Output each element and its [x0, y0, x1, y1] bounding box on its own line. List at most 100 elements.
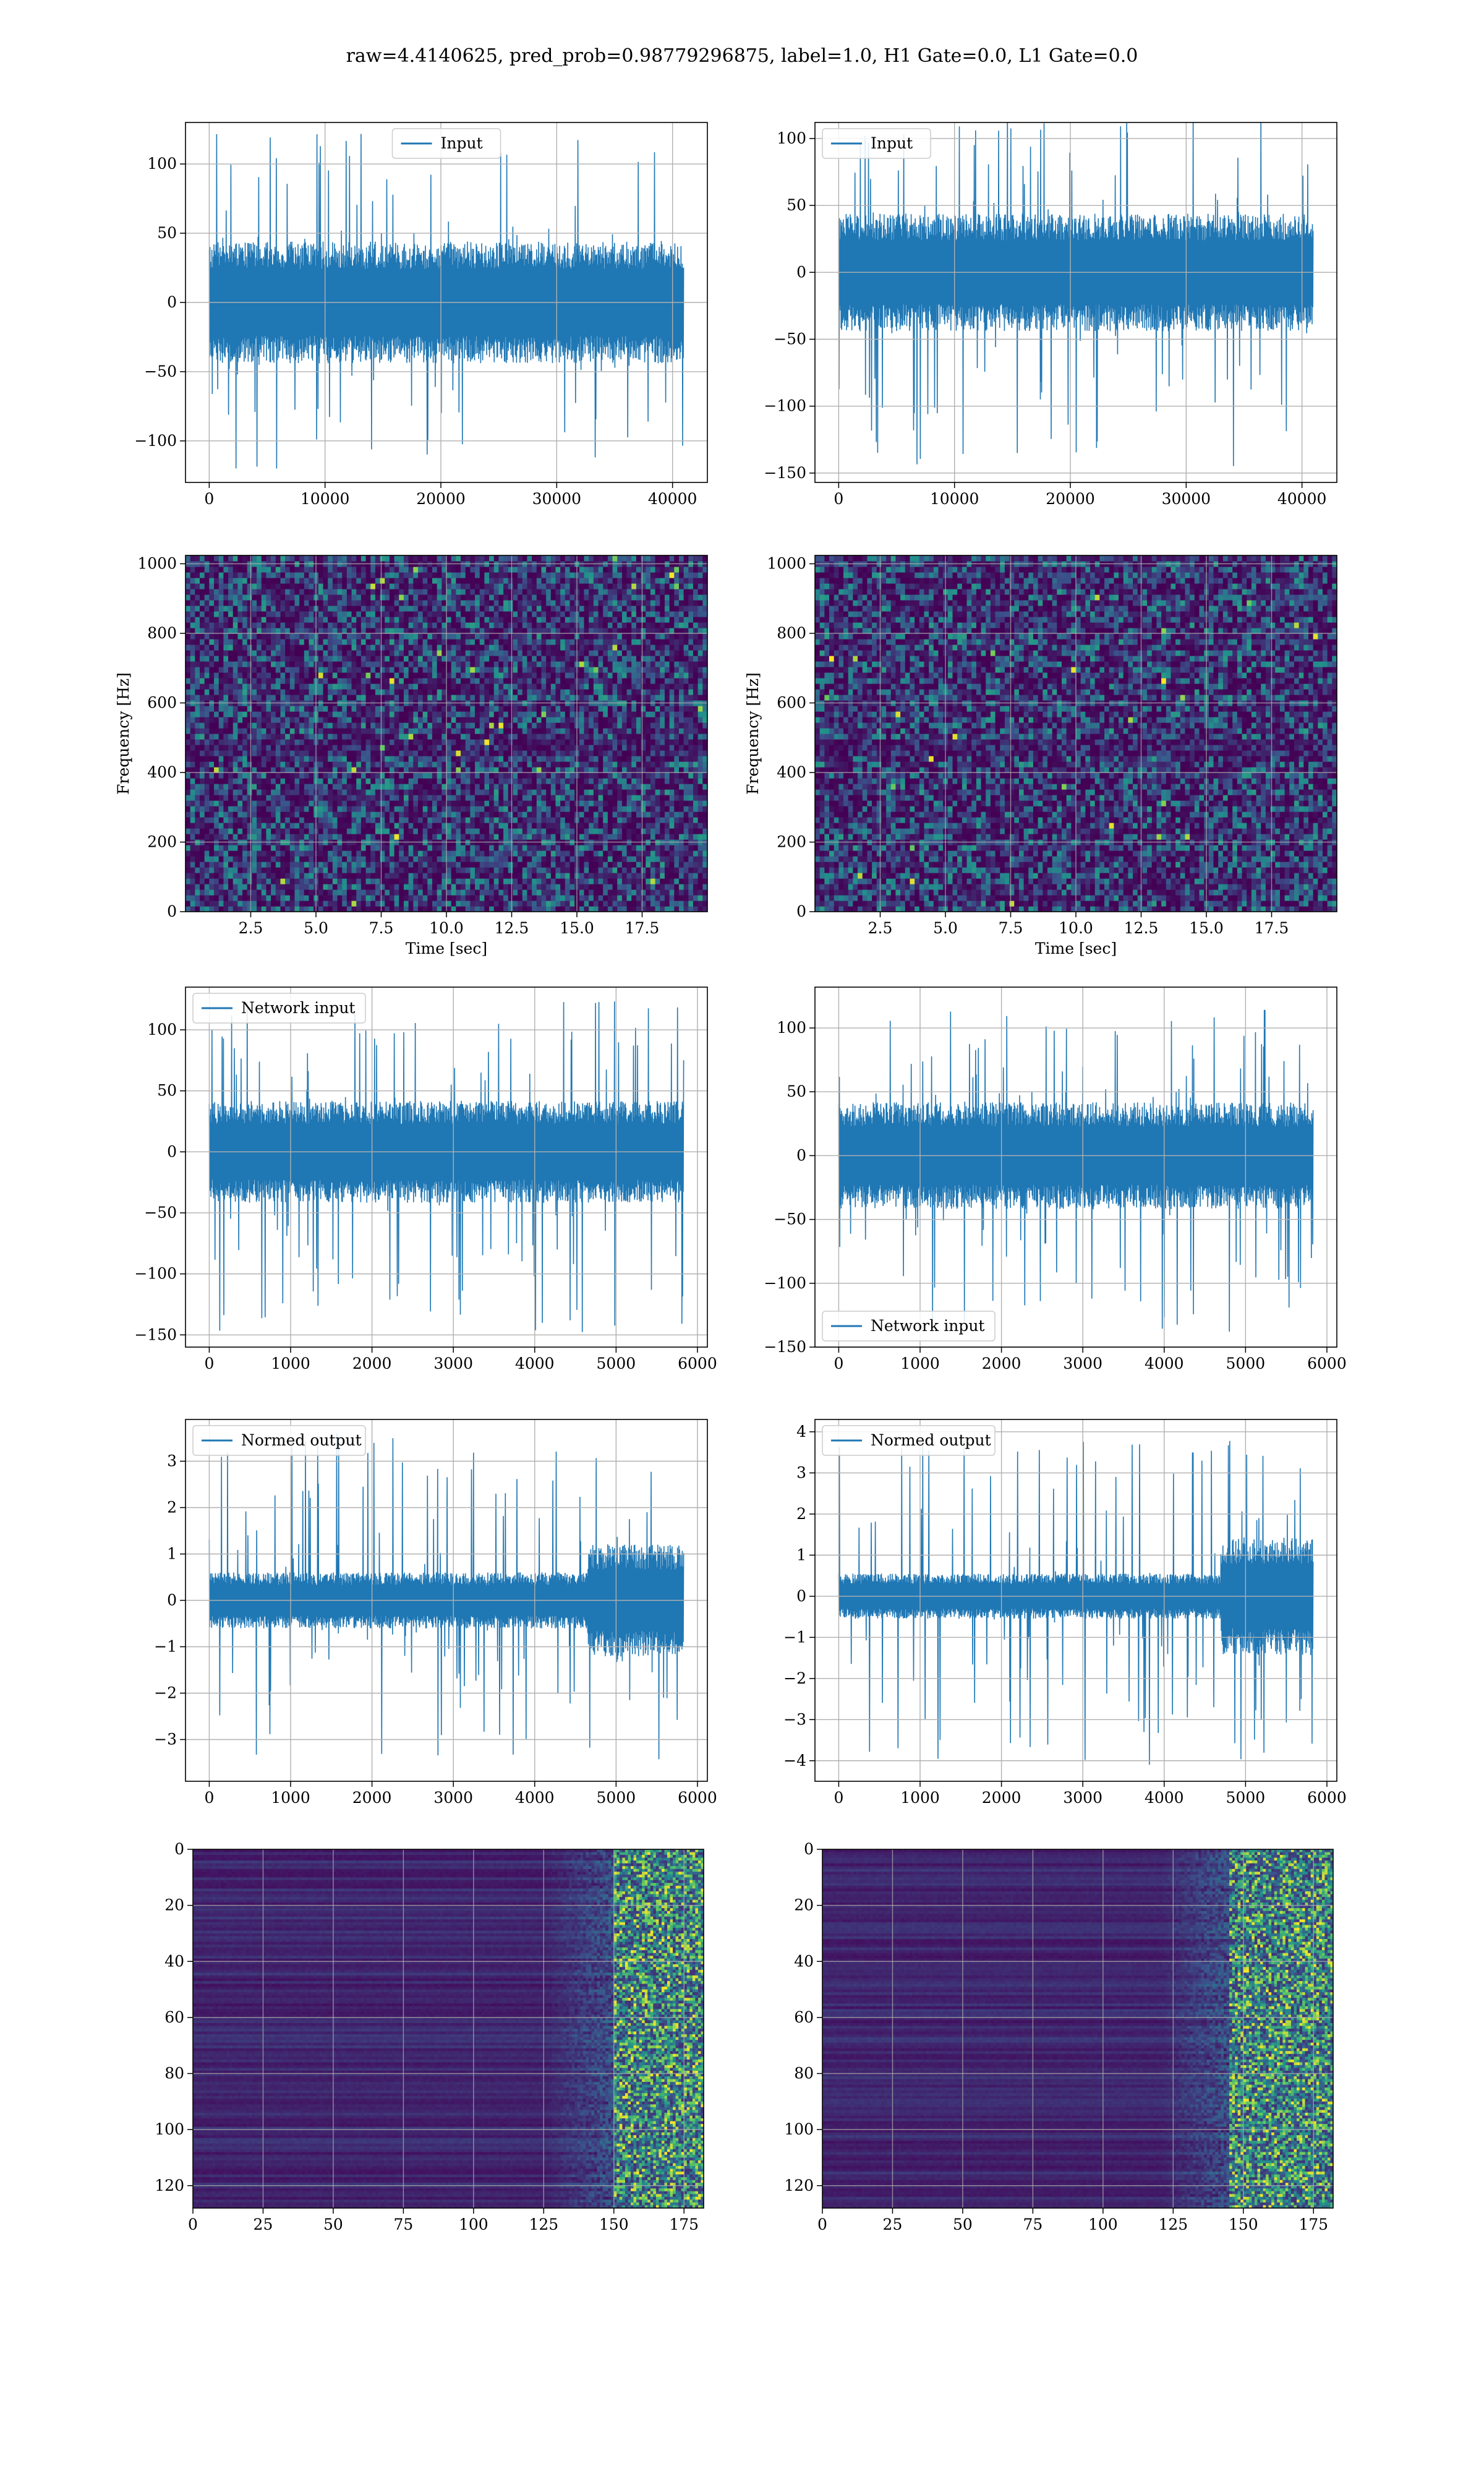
spectrogram-cell — [679, 739, 684, 745]
spectrogram-cell — [503, 773, 508, 779]
spectrogram-cell — [219, 756, 224, 762]
spectrogram-cell — [461, 695, 466, 701]
spectrogram-cell — [390, 672, 394, 678]
spectrogram-cell — [247, 845, 252, 851]
spectrogram-cell — [698, 767, 703, 773]
spectrogram-cell — [219, 823, 224, 829]
spectrogram-cell — [546, 789, 551, 795]
spectrogram-cell — [323, 862, 328, 868]
spectrogram-cell — [195, 683, 200, 690]
spectrogram-cell — [318, 806, 323, 812]
spectrogram-cell — [309, 784, 313, 790]
spectrogram-cell — [555, 728, 560, 734]
spectrogram-cell — [541, 711, 546, 717]
spectrogram-cell — [413, 850, 418, 857]
spectrogram-cell — [394, 739, 399, 745]
spectrogram-cell — [584, 889, 589, 896]
spectrogram-cell — [409, 678, 414, 684]
spectrogram-cell — [546, 761, 551, 768]
spectrogram-cell — [432, 695, 437, 701]
spectrogram-cell — [480, 689, 485, 695]
spectrogram-cell — [361, 823, 366, 829]
spectrogram-cell — [579, 739, 584, 745]
spectrogram-cell — [693, 845, 698, 851]
spectrogram-cell — [551, 750, 556, 756]
spectrogram-cell — [276, 711, 281, 717]
spectrogram-cell — [679, 756, 684, 762]
spectrogram-cell — [223, 767, 228, 773]
spectrogram-cell — [650, 856, 655, 862]
spectrogram-cell — [427, 834, 432, 840]
spectrogram-cell — [385, 906, 390, 912]
spectrogram-cell — [299, 706, 304, 712]
spectrogram-cell — [366, 672, 371, 678]
spectrogram-cell — [622, 867, 627, 873]
spectrogram-cell — [375, 862, 380, 868]
spectrogram-cell — [276, 889, 281, 896]
spectrogram-cell — [475, 722, 480, 729]
spectrogram-cell — [489, 734, 494, 740]
spectrogram-cell — [518, 711, 522, 717]
spectrogram-cell — [399, 678, 404, 684]
spectrogram-cell — [370, 878, 375, 884]
spectrogram-cell — [262, 878, 267, 884]
spectrogram-cell — [518, 901, 522, 907]
spectrogram-cell — [195, 867, 200, 873]
spectrogram-cell — [494, 761, 499, 768]
spectrogram-cell — [370, 867, 375, 873]
spectrogram-cell — [318, 695, 323, 701]
spectrogram-cell — [342, 856, 347, 862]
spectrogram-cell — [356, 901, 361, 907]
spectrogram-cell — [498, 906, 503, 912]
spectrogram-cell — [608, 734, 613, 740]
spectrogram-cell — [551, 856, 556, 862]
spectrogram-cell — [214, 672, 219, 678]
spectrogram-cell — [271, 717, 276, 723]
spectrogram-cell — [555, 884, 560, 890]
spectrogram-cell — [498, 901, 503, 907]
spectrogram-cell — [223, 906, 228, 912]
spectrogram-cell — [304, 850, 309, 857]
spectrogram-cell — [631, 756, 636, 762]
spectrogram-cell — [427, 867, 432, 873]
spectrogram-cell — [613, 784, 618, 790]
spectrogram-cell — [508, 778, 513, 784]
spectrogram-cell — [404, 901, 409, 907]
spectrogram-cell — [631, 823, 636, 829]
spectrogram-cell — [237, 784, 242, 790]
spectrogram-cell — [390, 695, 394, 701]
spectrogram-cell — [223, 745, 228, 751]
spectrogram-cell — [693, 706, 698, 712]
spectrogram-cell — [237, 850, 242, 857]
spectrogram-cell — [480, 811, 485, 818]
spectrogram-cell — [631, 761, 636, 768]
spectrogram-cell — [370, 778, 375, 784]
spectrogram-cell — [560, 856, 565, 862]
spectrogram-cell — [456, 862, 461, 868]
spectrogram-cell — [456, 667, 461, 673]
spectrogram-cell — [413, 717, 418, 723]
spectrogram-cell — [446, 884, 451, 890]
spectrogram-cell — [546, 784, 551, 790]
spectrogram-cell — [655, 778, 660, 784]
spectrogram-cell — [413, 689, 418, 695]
spectrogram-cell — [209, 862, 214, 868]
spectrogram-cell — [470, 856, 475, 862]
spectrogram-cell — [636, 683, 641, 690]
spectrogram-cell — [190, 889, 195, 896]
spectrogram-cell — [333, 734, 338, 740]
spectrogram-cell — [546, 884, 551, 890]
spectrogram-cell — [347, 678, 352, 684]
spectrogram-cell — [518, 889, 522, 896]
spectrogram-cell — [660, 756, 665, 762]
spectrogram-cell — [299, 784, 304, 790]
spectrogram-cell — [385, 901, 390, 907]
spectrogram-cell — [551, 800, 556, 807]
spectrogram-cell — [670, 689, 675, 695]
spectrogram-cell — [399, 717, 404, 723]
spectrogram-cell — [318, 672, 323, 678]
spectrogram-cell — [594, 750, 599, 756]
spectrogram-cell — [569, 856, 574, 862]
spectrogram-cell — [233, 728, 238, 734]
spectrogram-cell — [214, 800, 219, 807]
